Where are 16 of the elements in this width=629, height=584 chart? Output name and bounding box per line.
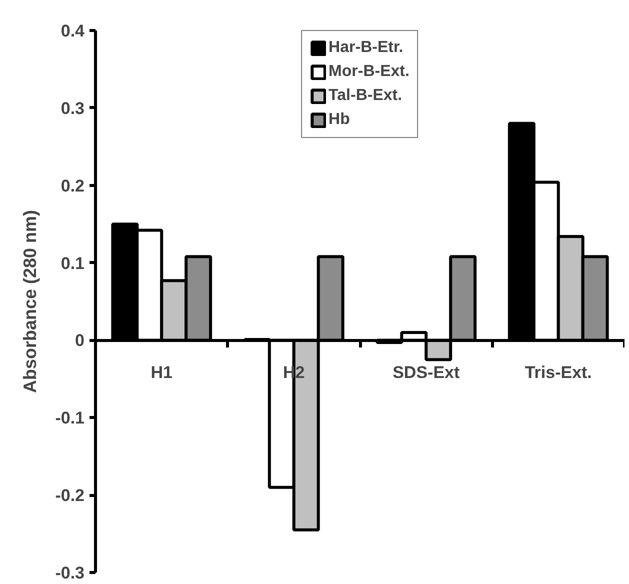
y-tick-label: -0.1	[55, 408, 85, 428]
legend-label: Hb	[328, 111, 350, 129]
y-axis-title: Absorbance (280 nm)	[20, 210, 40, 394]
y-tick-label: 0.4	[60, 22, 86, 40]
y-tick-label: -0.3	[55, 564, 85, 582]
x-tick-label: H1	[150, 363, 172, 382]
x-tick-label: SDS-Ext	[392, 363, 460, 382]
legend-label: Tal-B-Ext.	[328, 87, 402, 105]
y-tick-label: 0.2	[60, 176, 85, 196]
y-tick-label: 0	[75, 331, 85, 350]
y-tick-label: -0.2	[55, 486, 85, 506]
legend-label: Mor-B-Ext.	[328, 63, 410, 81]
x-tick-label: Tris-Ext.	[524, 363, 592, 382]
y-tick-label: 0.1	[60, 254, 85, 273]
legend-label: Har-B-Etr.	[328, 39, 404, 57]
y-tick-label: 0.3	[60, 98, 85, 118]
